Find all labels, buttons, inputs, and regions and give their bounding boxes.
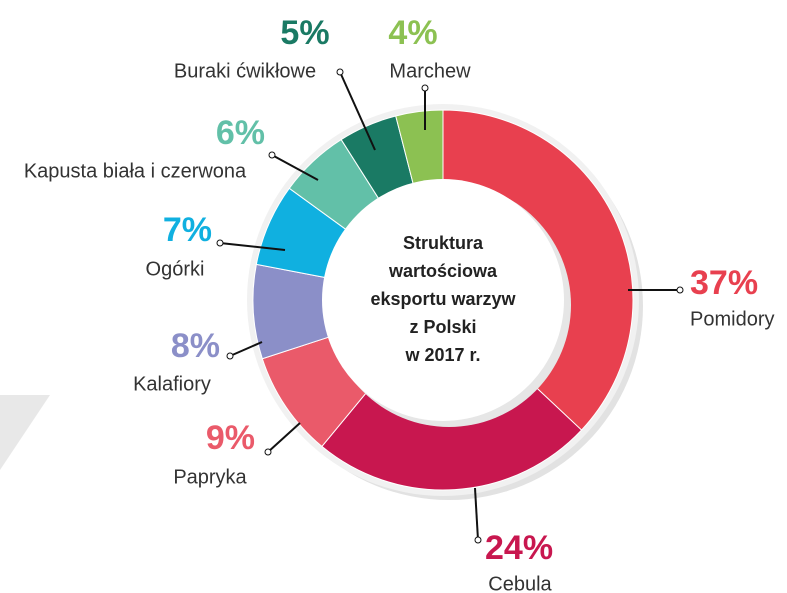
value-label: 9% bbox=[206, 419, 255, 457]
leader-line bbox=[271, 154, 319, 181]
category-label: Papryka bbox=[173, 466, 247, 488]
category-label: Marchew bbox=[389, 60, 471, 82]
value-label: 7% bbox=[163, 211, 212, 249]
category-label: Buraki ćwikłowe bbox=[174, 60, 316, 82]
leader-dot bbox=[421, 84, 429, 92]
category-label: Pomidory bbox=[690, 308, 774, 330]
leader-line bbox=[267, 422, 301, 453]
chart-title: w 2017 r. bbox=[404, 345, 480, 365]
value-label: 37% bbox=[690, 264, 758, 302]
chart-title: wartościowa bbox=[388, 261, 498, 281]
category-label: Cebula bbox=[488, 573, 552, 593]
value-label: 6% bbox=[216, 114, 265, 152]
leader-dot bbox=[226, 352, 234, 360]
leader-line bbox=[229, 341, 263, 357]
leader-dot bbox=[474, 536, 482, 544]
hole bbox=[322, 179, 564, 421]
value-label: 4% bbox=[388, 14, 437, 52]
decoration bbox=[0, 395, 50, 470]
category-label: Kapusta biała i czerwona bbox=[24, 160, 247, 182]
category-label: Kalafiory bbox=[133, 373, 211, 395]
chart-title: z Polski bbox=[409, 317, 476, 337]
leader-dot bbox=[676, 286, 684, 294]
leader-dot bbox=[268, 151, 276, 159]
leader-dot bbox=[264, 448, 272, 456]
value-label: 8% bbox=[171, 327, 220, 365]
leader-dot bbox=[216, 239, 224, 247]
chart-title: eksportu warzyw bbox=[370, 289, 516, 309]
value-label: 5% bbox=[280, 14, 329, 52]
value-label: 24% bbox=[485, 529, 553, 567]
category-label: Ogórki bbox=[146, 258, 205, 280]
leader-line bbox=[219, 242, 286, 251]
leader-line bbox=[339, 71, 376, 151]
leader-dot bbox=[336, 68, 344, 76]
chart-title: Struktura bbox=[403, 233, 484, 253]
leader-line bbox=[474, 487, 479, 541]
